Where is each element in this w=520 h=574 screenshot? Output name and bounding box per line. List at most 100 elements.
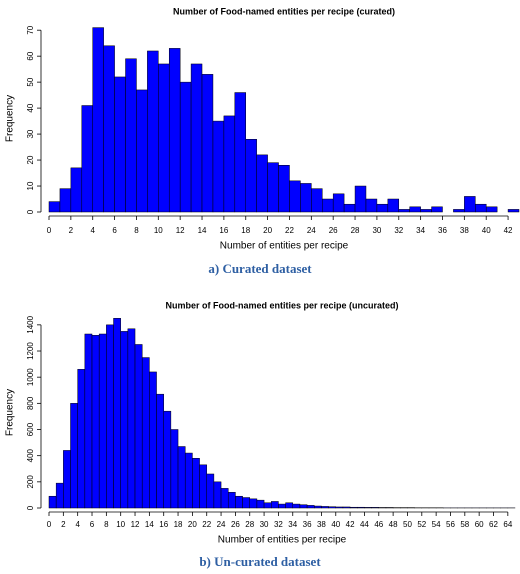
bar	[420, 209, 432, 213]
bar	[223, 115, 236, 213]
y-tick-label: 1000	[26, 368, 35, 386]
bar	[507, 209, 520, 213]
y-tick-label: 70	[26, 25, 35, 34]
x-tick-label: 26	[231, 520, 240, 529]
bar	[113, 318, 121, 509]
bar	[206, 473, 215, 509]
bar	[92, 27, 104, 213]
x-tick-label: 60	[475, 520, 484, 529]
x-tick-label: 30	[260, 520, 269, 529]
x-tick-label: 32	[394, 226, 403, 235]
x-tick-label: 30	[372, 226, 381, 235]
bar	[242, 497, 250, 509]
caption: b) Un-curated dataset	[199, 554, 321, 569]
bar	[349, 506, 358, 509]
x-tick-label: 24	[307, 226, 316, 235]
x-tick-label: 18	[174, 520, 183, 529]
x-tick-label: 2	[69, 226, 74, 235]
x-axis-label: Number of entities per recipe	[220, 241, 349, 252]
y-tick-label: 50	[26, 77, 35, 86]
x-axis-label: Number of entities per recipe	[218, 535, 347, 546]
bar	[168, 48, 181, 213]
bar	[235, 495, 243, 509]
chart-title: Number of Food-named entities per recipe…	[165, 300, 398, 310]
x-tick-label: 28	[245, 520, 254, 529]
bar	[91, 335, 100, 509]
y-tick-label: 0	[26, 209, 35, 214]
bar	[314, 505, 322, 509]
bar	[134, 344, 143, 509]
bar	[103, 45, 115, 213]
bar	[106, 324, 114, 509]
bar	[114, 76, 126, 213]
bar	[70, 167, 83, 213]
bar	[475, 203, 487, 213]
bar	[306, 505, 315, 509]
x-tick-label: 2	[61, 520, 66, 529]
x-tick-label: 22	[202, 520, 211, 529]
x-tick-label: 0	[47, 520, 52, 529]
x-tick-label: 50	[403, 520, 412, 529]
bar	[354, 185, 367, 213]
bar	[220, 488, 229, 509]
bar	[127, 328, 136, 509]
bar	[59, 188, 72, 213]
bar	[270, 501, 279, 509]
bar	[328, 506, 337, 509]
y-tick-label: 0	[26, 505, 35, 510]
x-tick-label: 36	[303, 520, 312, 529]
chart-title: Number of Food-named entities per recipe…	[173, 6, 395, 16]
x-tick-label: 38	[317, 520, 326, 529]
bar	[192, 458, 200, 509]
bar	[158, 63, 170, 213]
bar	[299, 504, 308, 509]
bar	[365, 198, 378, 213]
bar	[409, 206, 421, 213]
x-tick-label: 14	[198, 226, 207, 235]
bar	[48, 201, 61, 213]
bar	[342, 506, 351, 509]
y-tick-label: 200	[26, 475, 35, 489]
x-tick-label: 10	[154, 226, 163, 235]
bar	[300, 183, 312, 213]
x-tick-label: 20	[188, 520, 197, 529]
x-tick-label: 54	[432, 520, 441, 529]
bar	[431, 206, 443, 213]
bar	[357, 506, 365, 509]
bar	[335, 506, 344, 509]
bar	[177, 446, 186, 509]
x-tick-label: 6	[90, 520, 95, 529]
x-tick-label: 62	[489, 520, 498, 529]
bar	[263, 502, 272, 509]
bar	[249, 498, 258, 509]
bar	[190, 63, 203, 213]
x-tick-label: 58	[460, 520, 469, 529]
bar	[278, 503, 286, 509]
bar	[464, 196, 476, 213]
y-tick-label: 60	[26, 51, 35, 60]
y-tick-label: 1400	[26, 315, 35, 333]
y-tick-label: 400	[26, 448, 35, 462]
x-tick-label: 48	[389, 520, 398, 529]
bar	[453, 209, 465, 213]
bar	[332, 193, 345, 213]
x-tick-label: 14	[145, 520, 154, 529]
bar	[212, 120, 225, 213]
x-tick-label: 12	[131, 520, 140, 529]
bar	[77, 369, 86, 509]
y-tick-label: 20	[26, 155, 35, 164]
bar	[256, 154, 268, 213]
bar	[55, 482, 64, 509]
bar	[84, 333, 93, 509]
bar	[234, 92, 246, 213]
x-tick-label: 34	[416, 226, 425, 235]
x-tick-label: 40	[331, 520, 340, 529]
x-tick-label: 12	[176, 226, 185, 235]
x-tick-label: 40	[482, 226, 491, 235]
bar	[184, 452, 193, 509]
bar	[289, 180, 301, 213]
x-tick-label: 22	[285, 226, 294, 235]
caption: a) Curated dataset	[208, 261, 312, 276]
bar	[48, 495, 57, 509]
x-tick-label: 20	[263, 226, 272, 235]
